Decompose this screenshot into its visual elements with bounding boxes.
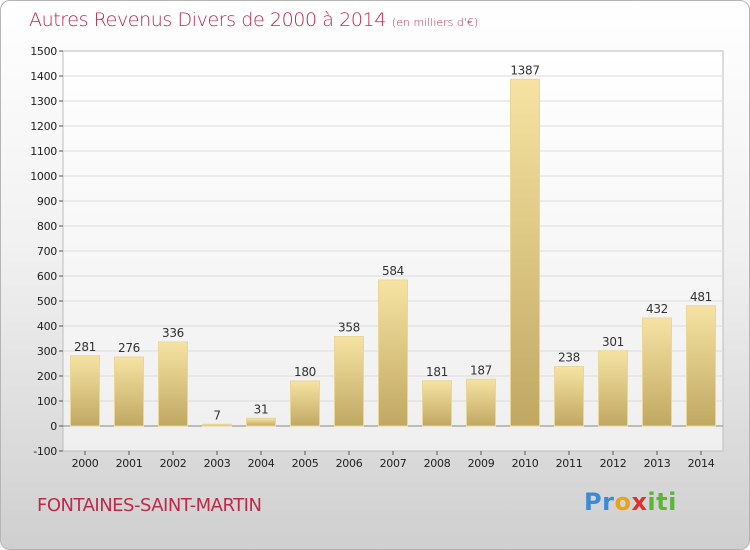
bar-2003 [202,423,232,427]
x-tick-label-2011: 2011 [556,457,583,470]
bar-2013 [642,317,672,427]
bar-2010 [510,78,540,427]
x-tick-label-2006: 2006 [336,457,363,470]
bars [70,78,716,427]
y-tick-label: 1200 [30,120,57,133]
data-label-2012: 301 [602,335,624,349]
brand-logo: Proxiti [584,488,677,516]
x-tick-label-2001: 2001 [116,457,143,470]
x-tick-label-2012: 2012 [600,457,627,470]
data-label-2007: 584 [382,264,404,278]
bar-2006 [334,336,364,427]
brand-letter: i [668,488,677,516]
y-tick-label: 400 [37,320,57,333]
data-label-2006: 358 [338,321,360,335]
bar-2001 [114,356,144,427]
bar-2004 [246,417,276,427]
y-tick-label: 1500 [30,45,57,58]
x-tick-label-2000: 2000 [72,457,99,470]
data-label-2013: 432 [646,302,668,316]
x-tick-label-2007: 2007 [380,457,407,470]
x-tick-label-2009: 2009 [468,457,495,470]
y-tick-label: 900 [37,195,57,208]
y-tick-label: 500 [37,295,57,308]
data-label-2011: 238 [558,351,580,365]
x-tick-label-2014: 2014 [688,457,715,470]
commune-name: FONTAINES-SAINT-MARTIN [37,495,262,516]
bar-2011 [554,366,584,427]
x-tick-label-2002: 2002 [160,457,187,470]
data-label-2008: 181 [426,365,448,379]
x-tick-label-2010: 2010 [512,457,539,470]
data-label-2003: 7 [213,408,220,422]
x-tick-label-2008: 2008 [424,457,451,470]
y-tick-label: 0 [50,420,57,433]
data-label-2004: 31 [254,402,269,416]
brand-letter: P [584,488,603,516]
bar-2008 [422,380,452,427]
y-tick-label: 100 [37,395,57,408]
data-label-2014: 481 [690,290,712,304]
chart-subtitle: (en milliers d'€) [391,16,479,29]
y-tick-label: 600 [37,270,57,283]
bar-2005 [290,380,320,427]
bar-2012 [598,350,628,427]
bar-2007 [378,279,408,427]
data-labels: 281 276 336 7 31 180 358 584 181 187 1387 238 301 432… [74,63,712,422]
x-tick-label-2004: 2004 [248,457,275,470]
bar-2014 [686,305,716,427]
y-tick-label: 1100 [30,145,57,158]
brand-letter: t [656,488,669,516]
y-tick-label: 1300 [30,95,57,108]
y-tick-label: 700 [37,245,57,258]
data-label-2002: 336 [162,326,184,340]
y-tick-label: 200 [37,370,57,383]
y-tick-label: 1400 [30,70,57,83]
bar-2009 [466,378,496,427]
data-label-2009: 187 [470,363,492,377]
y-tick-label: 300 [37,345,57,358]
data-label-2000: 281 [74,340,96,354]
brand-letter: i [647,488,657,516]
chart-title-block: Autres Revenus Divers de 2000 à 2014 (en … [29,9,478,31]
x-tick-label-2003: 2003 [204,457,231,470]
brand-letter: o [614,488,632,516]
y-tick-label: 800 [37,220,57,233]
y-tick-label: -100 [33,445,57,458]
y-tick-label: 1000 [30,170,57,183]
x-tick-label-2013: 2013 [644,457,671,470]
data-label-2010: 1387 [510,63,539,77]
bar-2000 [70,355,100,427]
data-label-2005: 180 [294,365,316,379]
data-label-2001: 276 [118,341,140,355]
y-axis: -100 0 100 200 300 400 500 600 700 800 900 1000 1100… [30,45,63,458]
chart-title: Autres Revenus Divers de 2000 à 2014 [29,9,386,31]
bar-2002 [158,341,188,427]
x-tick-label-2005: 2005 [292,457,319,470]
brand-letter: x [631,488,648,516]
brand-letter: r [602,488,615,516]
x-axis: 2000 2001 2002 2003 2004 2005 2006 2007 2008 2009… [72,451,715,470]
